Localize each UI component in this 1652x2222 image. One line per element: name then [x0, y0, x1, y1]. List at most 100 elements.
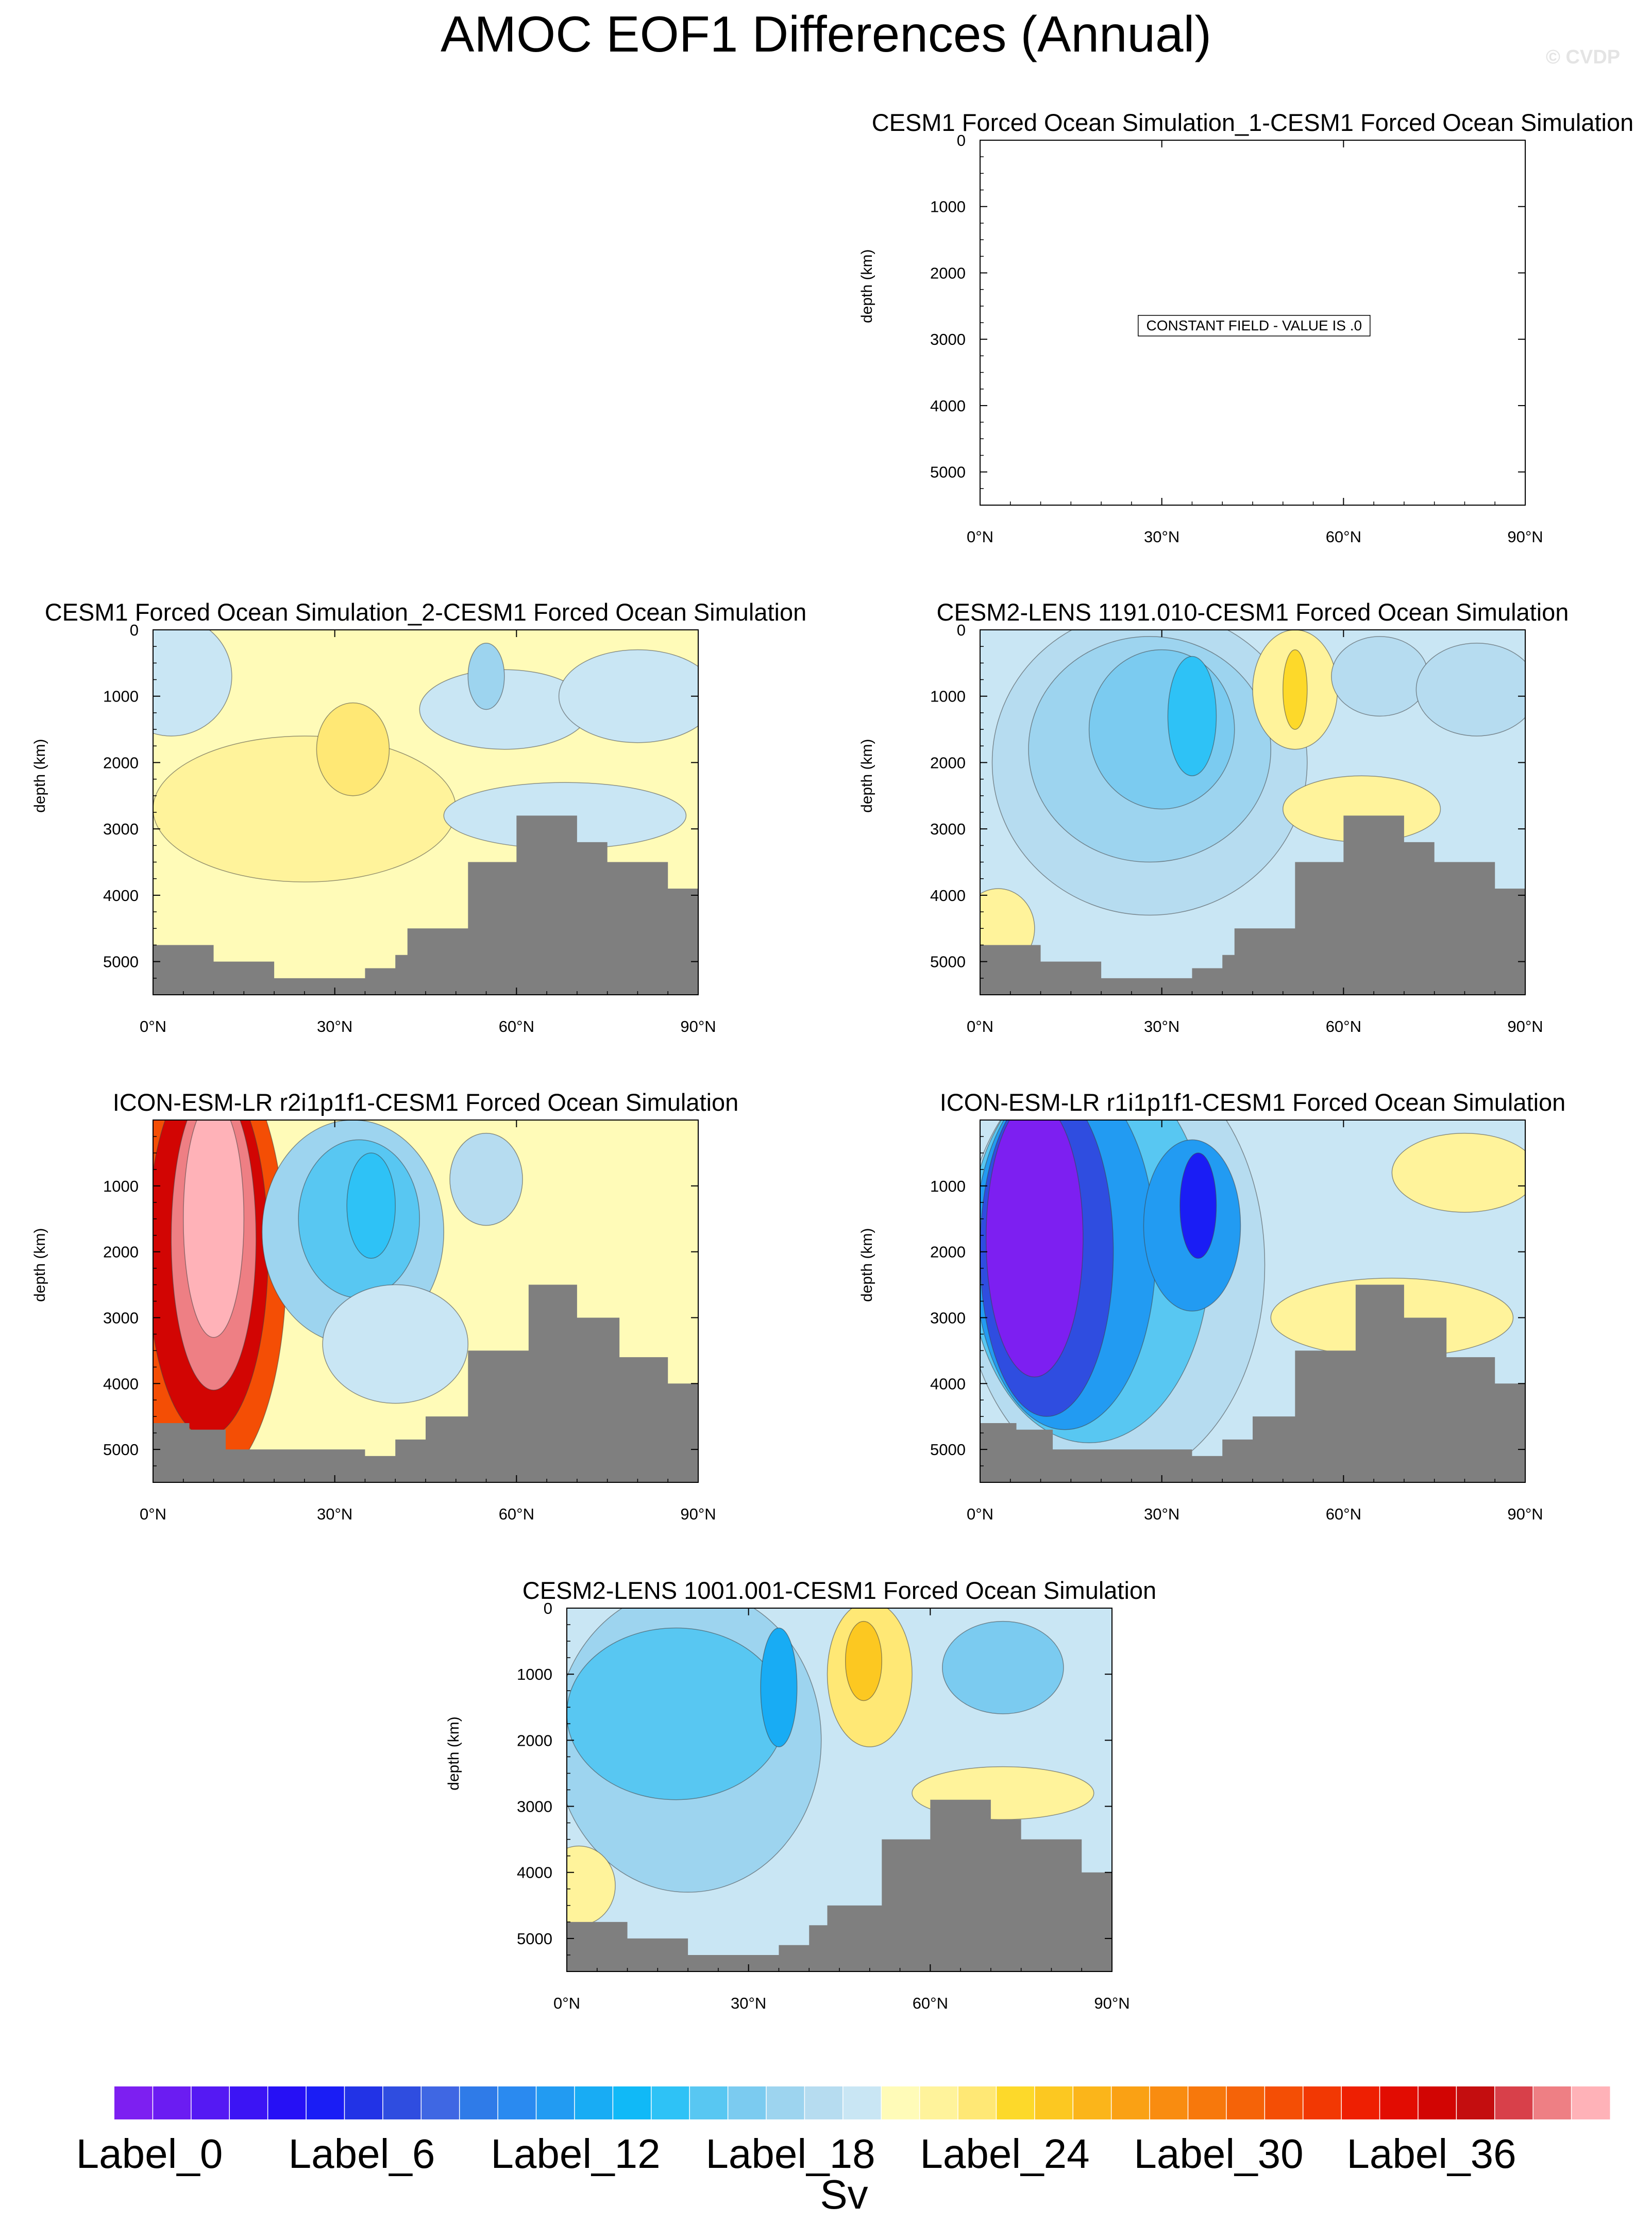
- panel-title: ICON-ESM-LR r1i1p1f1-CESM1 Forced Ocean …: [940, 1089, 1566, 1116]
- y-tick-label: 5000: [930, 463, 966, 481]
- x-tick-label: 90°N: [1507, 1017, 1543, 1035]
- colorbar-swatch: [382, 2086, 422, 2119]
- x-tick-label: 30°N: [1144, 528, 1179, 546]
- contour-field: [153, 630, 698, 995]
- colorbar-units: Sv: [820, 2171, 868, 2217]
- panel-p4: ICON-ESM-LR r2i1p1f1-CESM1 Forced Ocean …: [31, 1089, 739, 1523]
- y-tick-label: 4000: [930, 397, 966, 415]
- colorbar-label: Label_24: [920, 2131, 1089, 2177]
- x-tick-label: 0°N: [140, 1505, 166, 1523]
- y-tick-label: 2000: [517, 1731, 552, 1749]
- colorbar-swatch: [267, 2086, 307, 2119]
- colorbar-swatch: [1150, 2086, 1188, 2119]
- contour-region: [153, 736, 457, 882]
- x-tick-label: 60°N: [1326, 1017, 1361, 1035]
- contour-region: [183, 1120, 245, 1338]
- contour-region: [1283, 649, 1308, 730]
- panel-p6: CESM2-LENS 1001.001-CESM1 Forced Ocean S…: [445, 1577, 1156, 2012]
- x-tick-label: 0°N: [140, 1017, 166, 1035]
- colorbar-swatch: [1034, 2086, 1073, 2119]
- colorbar-label: Label_36: [1346, 2131, 1516, 2177]
- x-tick-label: 90°N: [1094, 1994, 1130, 2012]
- contour-region: [346, 1152, 396, 1259]
- colorbar-swatch: [766, 2086, 805, 2119]
- y-tick-label: 0: [130, 621, 139, 639]
- x-tick-label: 90°N: [680, 1505, 716, 1523]
- colorbar-swatch: [229, 2086, 268, 2119]
- y-tick-label: 3000: [930, 330, 966, 348]
- y-tick-label: 3000: [103, 1309, 139, 1327]
- y-tick-label: 3000: [103, 820, 139, 838]
- y-tick-label: 2000: [930, 264, 966, 282]
- colorbar-swatch: [689, 2086, 729, 2119]
- contour-region: [153, 630, 232, 737]
- contour-region: [1415, 643, 1525, 737]
- colorbar-swatch: [842, 2086, 882, 2119]
- colorbar-label: Label_12: [491, 2131, 660, 2177]
- colorbar-swatch: [881, 2086, 920, 2119]
- colorbar-swatch: [344, 2086, 383, 2119]
- x-tick-label: 90°N: [680, 1017, 716, 1035]
- contour-field: [980, 630, 1525, 995]
- y-tick-label: 0: [957, 131, 966, 149]
- x-tick-label: 0°N: [967, 1505, 993, 1523]
- contour-region: [942, 1620, 1064, 1714]
- contour-region: [567, 1845, 616, 1926]
- x-tick-label: 30°N: [317, 1017, 352, 1035]
- y-tick-label: 1000: [930, 198, 966, 216]
- y-tick-label: 1000: [930, 1177, 966, 1195]
- colorbar-swatch: [459, 2086, 498, 2119]
- y-tick-label: 2000: [103, 754, 139, 772]
- colorbar-swatch: [1265, 2086, 1304, 2119]
- y-axis-label: depth (km): [31, 739, 48, 813]
- x-tick-label: 90°N: [1507, 528, 1543, 546]
- x-tick-label: 60°N: [913, 1994, 948, 2012]
- colorbar-swatch: [1418, 2086, 1457, 2119]
- contour-region: [845, 1620, 883, 1701]
- x-tick-label: 30°N: [1144, 1505, 1179, 1523]
- y-tick-label: 3000: [517, 1798, 552, 1816]
- colorbar-swatch: [613, 2086, 652, 2119]
- y-tick-label: 5000: [103, 953, 139, 971]
- y-tick-label: 2000: [103, 1243, 139, 1261]
- panel-title: CESM2-LENS 1001.001-CESM1 Forced Ocean S…: [522, 1577, 1156, 1604]
- y-tick-label: 4000: [103, 1375, 139, 1393]
- colorbar-swatch: [1379, 2086, 1419, 2119]
- y-axis-label: depth (km): [858, 249, 875, 323]
- colorbar-label: Label_0: [76, 2131, 223, 2177]
- colorbar-swatch: [996, 2086, 1035, 2119]
- colorbar-swatch: [1341, 2086, 1380, 2119]
- y-tick-label: 3000: [930, 1309, 966, 1327]
- figure-title: AMOC EOF1 Differences (Annual): [441, 6, 1211, 62]
- panel-p3: CESM2-LENS 1191.010-CESM1 Forced Ocean S…: [858, 598, 1569, 1035]
- panel-p1: CONSTANT FIELD - VALUE IS .0 CESM1 Forced…: [858, 109, 1633, 546]
- y-axis-label: depth (km): [858, 739, 875, 813]
- y-tick-label: 4000: [517, 1864, 552, 1882]
- contour-region: [1391, 1132, 1525, 1213]
- contour-region: [567, 1627, 785, 1800]
- contour-field: [153, 1120, 698, 1482]
- colorbar-swatch: [728, 2086, 767, 2119]
- constant-field-label: CONSTANT FIELD - VALUE IS .0: [1147, 318, 1362, 333]
- panel-title: CESM2-LENS 1191.010-CESM1 Forced Ocean S…: [937, 598, 1569, 626]
- ocean-floor: [153, 815, 698, 995]
- x-tick-label: 60°N: [1326, 528, 1361, 546]
- colorbar-label: Label_30: [1134, 2131, 1303, 2177]
- panel-title: CESM1 Forced Ocean Simulation_2-CESM1 Fo…: [45, 598, 807, 626]
- colorbar-swatch: [651, 2086, 690, 2119]
- ocean-floor: [980, 1284, 1525, 1482]
- y-tick-label: 0: [544, 1599, 552, 1617]
- panel-p5: ICON-ESM-LR r1i1p1f1-CESM1 Forced Ocean …: [858, 1089, 1566, 1523]
- colorbar-swatch: [1188, 2086, 1227, 2119]
- colorbar: Label_0 Label_6 Label_12 Label_18 Label_24 La…: [76, 2086, 1610, 2177]
- ocean-floor: [153, 1284, 698, 1482]
- x-tick-label: 0°N: [967, 1017, 993, 1035]
- colorbar-swatch: [191, 2086, 230, 2119]
- colorbar-swatch: [1111, 2086, 1150, 2119]
- y-tick-label: 5000: [103, 1441, 139, 1459]
- panel-title: ICON-ESM-LR r2i1p1f1-CESM1 Forced Ocean …: [113, 1089, 739, 1116]
- colorbar-label: Label_18: [705, 2131, 875, 2177]
- x-tick-label: 30°N: [317, 1505, 352, 1523]
- colorbar-swatch: [574, 2086, 613, 2119]
- ocean-floor: [567, 1799, 1112, 1972]
